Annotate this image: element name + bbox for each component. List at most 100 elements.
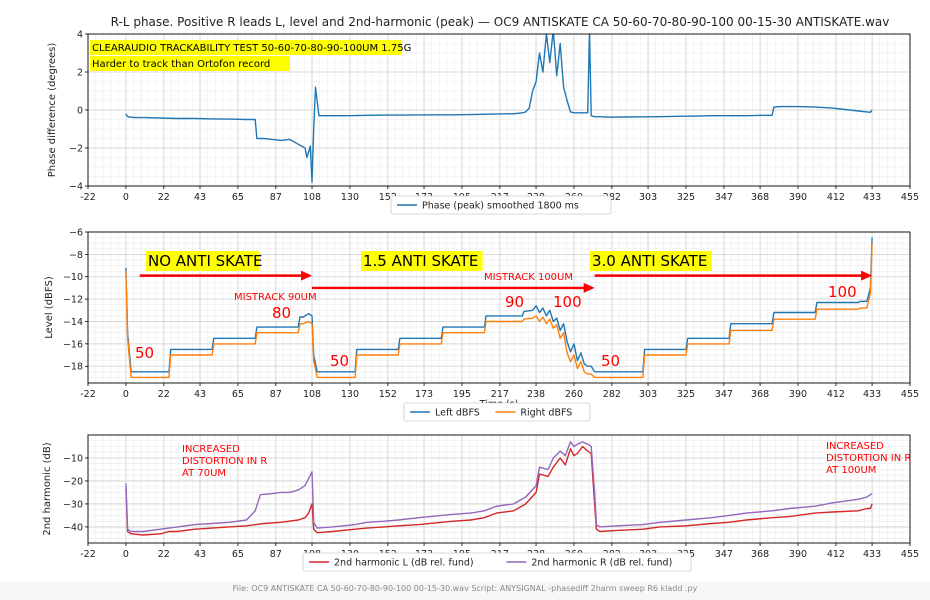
chart-panel-3: -220224365871081301521731952172382602823… (42, 434, 919, 572)
annotation-highlight (361, 251, 483, 271)
x-tick-label: 412 (827, 389, 845, 400)
annotation-line: DISTORTION IN R (182, 456, 267, 467)
x-tick-label: 22 (158, 549, 170, 560)
annotation-text: MISTRACK 90UM (234, 292, 317, 303)
legend-label: Right dBFS (520, 408, 572, 419)
y-tick-label: −12 (63, 295, 83, 306)
x-tick-label: 368 (751, 389, 769, 400)
x-tick-label: 368 (751, 192, 769, 203)
annotation-line: 100 (828, 283, 857, 301)
y-tick-label: 4 (77, 30, 83, 41)
x-tick-label: 347 (715, 389, 733, 400)
charts-group: -22 0 22 43 65 87 108 130 152 173 195 217 238 260 282 3… (42, 30, 919, 572)
x-tick-label: 433 (863, 549, 881, 560)
annotation-highlight (590, 251, 712, 271)
annotation-line: INCREASED (182, 444, 240, 455)
red-arrow-head (861, 270, 873, 281)
footer-text: File: OC9 ANTISKATE CA 50-60-70-80-90-10… (232, 584, 698, 593)
x-tick-label: 217 (491, 389, 509, 400)
x-tick-label: 108 (303, 389, 321, 400)
annotation-text: 100 (828, 283, 857, 301)
y-axis-label: Level (dBFS) (44, 276, 55, 339)
annotation-text: NO ANTI SKATE (148, 252, 262, 270)
x-tick-label: -22 (80, 389, 96, 400)
x-tick-label: 347 (715, 192, 733, 203)
annotation-text: 50 (135, 344, 154, 362)
annotation-line: 50 (135, 344, 154, 362)
y-tick-label: −30 (63, 499, 83, 510)
x-tick-label: 433 (863, 389, 881, 400)
x-tick-label: 325 (677, 192, 695, 203)
x-tick-label: 87 (270, 192, 282, 203)
x-tick-label: 65 (232, 192, 244, 203)
y-tick-label: −10 (63, 453, 83, 464)
x-tick-label: 173 (415, 389, 433, 400)
annotation-line: NO ANTI SKATE (148, 252, 262, 270)
annotation-highlight (146, 251, 260, 271)
x-tick-label: 390 (789, 389, 807, 400)
x-tick-label: 412 (827, 549, 845, 560)
annotation-line: MISTRACK 90UM (234, 292, 317, 303)
y-tick-label: −16 (63, 339, 83, 350)
annotation-line: CLEARAUDIO TRACKABILITY TEST 50-60-70-80… (92, 43, 411, 54)
red-arrow-head (301, 270, 313, 281)
x-tick-label: 22 (158, 389, 170, 400)
x-tick-label: 87 (270, 389, 282, 400)
x-tick-label: 390 (789, 192, 807, 203)
series-group (125, 441, 873, 536)
x-tick-label: 130 (341, 389, 359, 400)
annotation-text: 3.0 ANTI SKATE (592, 252, 707, 270)
legend: Left dBFS Right dBFS (403, 402, 591, 422)
x-tick-label: 0 (123, 549, 129, 560)
figure: R-L phase. Positive R leads L, level and… (42, 15, 919, 572)
x-tick-label: 347 (715, 549, 733, 560)
x-tick-label: 433 (863, 192, 881, 203)
annotation-text: MISTRACK 100UM (484, 272, 573, 283)
legend: Phase (peak) smoothed 1800 ms (390, 195, 612, 215)
x-tick-label: 303 (639, 389, 657, 400)
series-group (125, 34, 873, 183)
annotation-text: 80 (272, 304, 291, 322)
y-tick-label: −18 (63, 362, 83, 373)
annotation-line: 50 (601, 352, 620, 370)
x-tick-label: 455 (901, 549, 919, 560)
series-line-1 (125, 237, 873, 373)
annotation-line: 3.0 ANTI SKATE (592, 252, 707, 270)
plot-frame (87, 434, 911, 544)
y-axis-label: 2nd harmonic (dB) (42, 442, 53, 535)
y-tick-label: −10 (63, 272, 83, 283)
y-tick-label: 2 (77, 68, 83, 79)
annotation-line: AT 70UM (182, 468, 226, 479)
x-tick-label: 0 (123, 389, 129, 400)
x-tick-label: 282 (603, 389, 621, 400)
y-tick-label: −8 (69, 250, 83, 261)
annotation-text: 1.5 ANTI SKATE (363, 252, 478, 270)
annotation-line: INCREASED (826, 441, 884, 452)
legend-label: Phase (peak) smoothed 1800 ms (422, 201, 579, 212)
x-tick-label: 152 (379, 192, 397, 203)
legend-label: Left dBFS (435, 408, 480, 419)
x-tick-label: 87 (270, 549, 282, 560)
y-tick-label: −40 (63, 522, 83, 533)
y-tick-label: 0 (77, 106, 83, 117)
x-tick-label: 282 (603, 192, 621, 203)
x-tick-label: 65 (232, 389, 244, 400)
footer-bar: File: OC9 ANTISKATE CA 50-60-70-80-90-10… (0, 582, 930, 600)
annotation-text: 90 (505, 293, 524, 311)
annotation-line: DISTORTION IN R (826, 453, 911, 464)
legend-box (302, 552, 692, 572)
y-tick-label: −2 (69, 144, 83, 155)
x-tick-label: 260 (565, 389, 583, 400)
annotation-line: 1.5 ANTI SKATE (363, 252, 478, 270)
series-line-2 (125, 441, 873, 533)
annotation-highlight (90, 56, 290, 71)
series-line-2 (125, 243, 873, 379)
x-tick-label: 0 (123, 192, 129, 203)
x-tick-label: -22 (80, 549, 96, 560)
chart-panel-1: -220224365871081301521731952172382602823… (47, 30, 919, 215)
x-tick-label: 43 (194, 389, 206, 400)
annotation-line: 90 (505, 293, 524, 311)
red-arrow-head (583, 282, 595, 293)
annotation-line: AT 100UM (826, 465, 876, 476)
x-tick-label: 455 (901, 192, 919, 203)
